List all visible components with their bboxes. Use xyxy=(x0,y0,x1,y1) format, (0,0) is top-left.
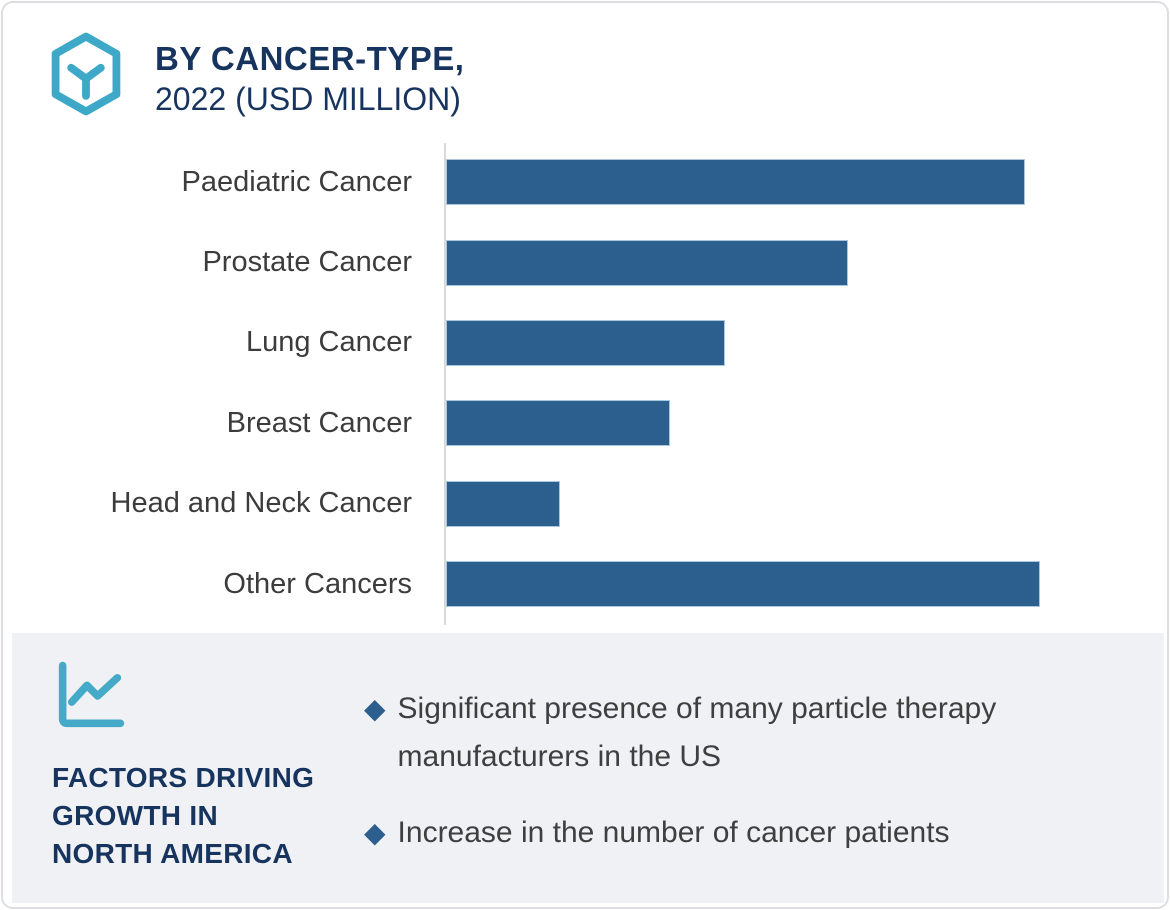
bar xyxy=(446,400,670,447)
factors-heading-line: FACTORS DRIVING xyxy=(52,762,315,793)
factors-bullet-list: ◆ Significant presence of many particle t… xyxy=(364,685,1154,885)
chart-title-line2: 2022 (USD MILLION) xyxy=(155,81,461,117)
factor-bullet-item: ◆ Significant presence of many particle t… xyxy=(364,685,1154,781)
bar-category-label: Paediatric Cancer xyxy=(181,165,413,198)
factor-bullet-text: Increase in the number of cancer patient… xyxy=(397,816,950,849)
hex-cube-logo-icon xyxy=(47,31,125,117)
bar xyxy=(446,480,561,527)
bar xyxy=(446,561,1040,608)
bar-chart-row: Paediatric Cancer xyxy=(3,142,1170,222)
line-chart-icon xyxy=(52,657,128,735)
factors-heading-line: GROWTH IN xyxy=(52,800,219,831)
bar-chart: Paediatric Cancer Prostate Cancer Lung Can… xyxy=(3,142,1170,624)
chart-header: BY CANCER-TYPE, 2022 (USD MILLION) xyxy=(47,31,464,119)
factors-heading: FACTORS DRIVING GROWTH IN NORTH AMERICA xyxy=(52,759,314,873)
factor-bullet-text: Significant presence of many particle th… xyxy=(397,692,997,773)
chart-title-line1: BY CANCER-TYPE, xyxy=(155,40,465,77)
chart-baseline-axis xyxy=(444,143,446,625)
bar-category-label: Other Cancers xyxy=(223,567,412,600)
bar-category-label: Head and Neck Cancer xyxy=(110,487,412,520)
bar xyxy=(446,239,849,286)
diamond-bullet-icon: ◆ xyxy=(364,817,386,848)
diamond-bullet-icon: ◆ xyxy=(364,693,386,724)
bar-chart-row: Prostate Cancer xyxy=(3,222,1170,302)
chart-title: BY CANCER-TYPE, 2022 (USD MILLION) xyxy=(155,31,464,119)
bar-chart-row: Other Cancers xyxy=(3,544,1170,624)
factors-panel: FACTORS DRIVING GROWTH IN NORTH AMERICA ◆ S… xyxy=(12,633,1164,903)
bar-category-label: Lung Cancer xyxy=(245,326,412,359)
bar-chart-row: Lung Cancer xyxy=(3,303,1170,383)
factor-bullet-item: ◆ Increase in the number of cancer patien… xyxy=(364,809,1154,857)
bar-category-label: Prostate Cancer xyxy=(202,246,412,279)
bar xyxy=(446,159,1026,206)
bar xyxy=(446,319,726,366)
bar-chart-row: Breast Cancer xyxy=(3,383,1170,463)
factors-heading-line: NORTH AMERICA xyxy=(52,838,293,869)
bar-category-label: Breast Cancer xyxy=(226,406,412,439)
bar-chart-row: Head and Neck Cancer xyxy=(3,464,1170,544)
